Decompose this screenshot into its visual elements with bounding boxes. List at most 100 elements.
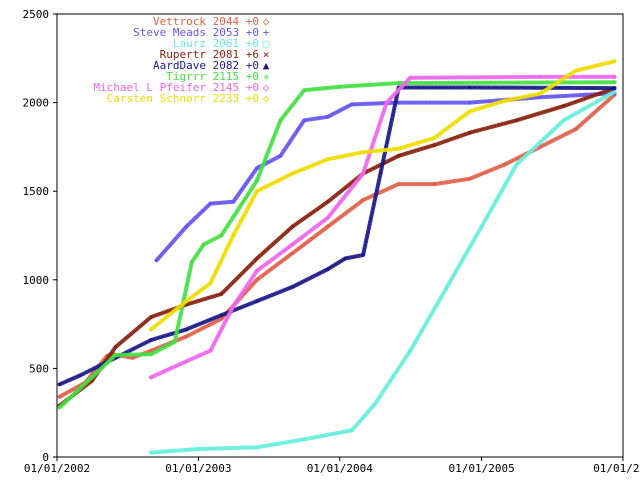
data-point (196, 447, 201, 451)
data-point (219, 313, 224, 318)
legend-marker-icon: + (263, 26, 270, 39)
data-point (467, 109, 472, 114)
data-point (149, 352, 153, 357)
data-point (202, 242, 206, 247)
legend-marker-icon: ◇ (263, 92, 270, 105)
data-point (573, 127, 578, 131)
data-point (302, 88, 307, 92)
legend-marker-icon: ◇ (263, 81, 270, 94)
data-point (479, 224, 484, 229)
series-trail (150, 76, 615, 378)
legend-marker-icon: ◇ (263, 15, 270, 28)
legend-marker-icon: □ (263, 37, 270, 50)
data-point (361, 253, 365, 257)
data-point (561, 104, 566, 108)
data-point (384, 100, 389, 105)
data-point (502, 99, 507, 103)
data-point (78, 373, 82, 378)
data-point (514, 118, 519, 123)
y-tick-label: 0 (42, 451, 49, 464)
data-point (255, 189, 259, 193)
data-point (231, 304, 236, 309)
data-point (290, 251, 295, 255)
data-point (326, 216, 330, 220)
data-point (326, 157, 330, 162)
legend-entry: Vettrock 2044 +0 (153, 15, 259, 28)
data-point (612, 80, 617, 84)
data-point (538, 75, 542, 79)
data-point (149, 450, 153, 455)
data-point (467, 100, 472, 105)
y-tick-label: 2500 (23, 8, 50, 21)
data-point (57, 395, 62, 399)
data-point (290, 171, 295, 176)
data-point (173, 340, 177, 344)
series-trail (151, 91, 615, 454)
data-point (219, 233, 224, 238)
data-point (290, 242, 295, 247)
data-point (396, 182, 401, 186)
data-point (467, 177, 472, 181)
data-point (208, 201, 213, 206)
data-point (361, 198, 365, 202)
data-point (396, 81, 401, 85)
data-point (338, 84, 342, 89)
data-point (255, 299, 259, 303)
data-point (612, 90, 617, 94)
data-point (538, 91, 542, 96)
data-point (514, 162, 519, 167)
data-point (326, 115, 330, 119)
data-point (113, 345, 118, 349)
data-point (432, 136, 437, 140)
legend: Vettrock 2044 +0 ◇ Steve Meads 2053 +0 + Lau… (93, 15, 269, 105)
x-tick-label: 01/01/2002 (24, 462, 90, 475)
data-point (361, 150, 365, 154)
data-point (255, 278, 259, 282)
data-point (184, 299, 189, 303)
data-point (350, 428, 354, 433)
data-point (573, 68, 578, 73)
legend-entry: Rupertr 2081 +6 (160, 48, 259, 61)
data-point (612, 75, 617, 79)
data-point (432, 182, 437, 186)
data-point (57, 382, 62, 387)
y-axis: 0 500 1000 1500 2000 2500 (23, 8, 57, 464)
x-tick-label: 01/01/2005 (448, 462, 514, 475)
data-point (154, 258, 159, 263)
data-point (149, 315, 153, 319)
y-tick-label: 1000 (23, 274, 50, 287)
data-point (343, 256, 348, 261)
legend-entry: Laurz 2061 +0 (173, 37, 259, 50)
data-point (290, 285, 295, 289)
data-point (361, 171, 365, 176)
data-point (350, 102, 354, 107)
data-point (378, 171, 383, 176)
data-point (302, 118, 307, 123)
data-point (290, 224, 295, 229)
data-point (231, 233, 236, 238)
data-point (561, 118, 566, 123)
data-point (612, 59, 617, 64)
data-point (208, 348, 213, 353)
data-point (255, 166, 259, 170)
data-point (255, 178, 259, 183)
data-point (149, 338, 153, 342)
legend-entry: AardDave 2082 +0 (153, 59, 259, 72)
legend-marker-icon: × (263, 48, 270, 61)
data-point (255, 269, 259, 273)
data-point (444, 286, 448, 291)
legend-marker-icon: ✳ (263, 70, 270, 83)
x-axis: 01/01/2002 01/01/2003 01/01/2004 01/01/2005… (24, 457, 640, 475)
legend-marker-icon: ▲ (263, 59, 270, 72)
data-point (326, 200, 330, 204)
y-tick-label: 2000 (23, 97, 50, 110)
data-point (538, 95, 542, 100)
data-point (190, 260, 194, 264)
data-point (255, 256, 259, 261)
data-point (231, 200, 236, 204)
series-trail (59, 81, 615, 408)
data-point (113, 353, 118, 357)
data-point (278, 154, 283, 158)
